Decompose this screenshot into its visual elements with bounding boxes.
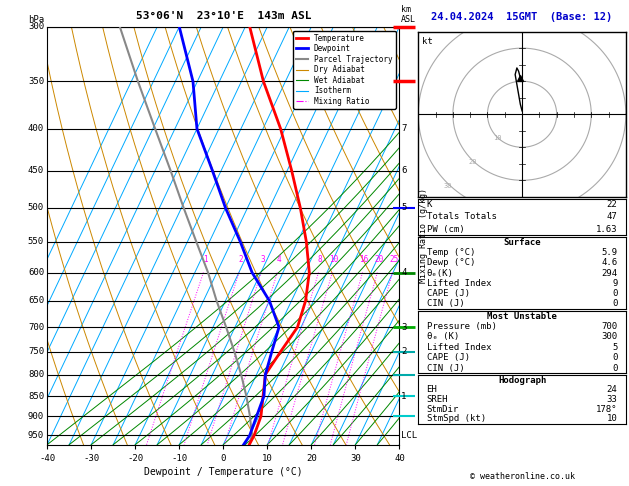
Text: Dewp (°C): Dewp (°C)	[426, 259, 475, 267]
Text: 300: 300	[601, 332, 618, 342]
Text: CAPE (J): CAPE (J)	[426, 353, 470, 362]
Text: 550: 550	[28, 237, 44, 246]
X-axis label: Dewpoint / Temperature (°C): Dewpoint / Temperature (°C)	[144, 467, 303, 477]
Text: 700: 700	[28, 323, 44, 331]
Text: 5.9: 5.9	[601, 248, 618, 257]
Text: 6: 6	[401, 166, 407, 175]
Text: Surface: Surface	[503, 238, 541, 247]
Text: CIN (J): CIN (J)	[426, 299, 464, 309]
Text: Mixing Ratio (g/kg): Mixing Ratio (g/kg)	[419, 188, 428, 283]
Text: 400: 400	[28, 124, 44, 133]
Text: 5: 5	[612, 343, 618, 352]
Text: 53°06'N  23°10'E  143m ASL: 53°06'N 23°10'E 143m ASL	[135, 11, 311, 21]
Text: 178°: 178°	[596, 405, 618, 414]
Text: 800: 800	[28, 370, 44, 379]
Text: 2: 2	[401, 347, 407, 356]
Text: CAPE (J): CAPE (J)	[426, 289, 470, 298]
Text: 16: 16	[360, 256, 369, 264]
Text: 450: 450	[28, 166, 44, 175]
Text: 5: 5	[401, 203, 407, 212]
Text: 10: 10	[607, 415, 618, 423]
Text: Totals Totals: Totals Totals	[426, 212, 496, 222]
Text: © weatheronline.co.uk: © weatheronline.co.uk	[470, 472, 574, 481]
Text: 22: 22	[607, 200, 618, 209]
Text: Lifted Index: Lifted Index	[426, 343, 491, 352]
Text: 2: 2	[238, 256, 243, 264]
Text: 600: 600	[28, 268, 44, 277]
Text: StmSpd (kt): StmSpd (kt)	[426, 415, 486, 423]
Text: 1: 1	[203, 256, 208, 264]
Text: EH: EH	[426, 385, 437, 394]
Text: 0: 0	[612, 353, 618, 362]
Text: θₑ(K): θₑ(K)	[426, 269, 454, 278]
Text: K: K	[426, 200, 432, 209]
Text: 900: 900	[28, 412, 44, 421]
Text: 294: 294	[601, 269, 618, 278]
Text: 7: 7	[401, 124, 407, 133]
Text: 3: 3	[260, 256, 265, 264]
Legend: Temperature, Dewpoint, Parcel Trajectory, Dry Adiabat, Wet Adiabat, Isotherm, Mi: Temperature, Dewpoint, Parcel Trajectory…	[293, 31, 396, 109]
Text: Lifted Index: Lifted Index	[426, 279, 491, 288]
Text: 1: 1	[401, 392, 407, 400]
Text: Hodograph: Hodograph	[498, 376, 546, 384]
Text: 350: 350	[28, 77, 44, 86]
Text: 24.04.2024  15GMT  (Base: 12): 24.04.2024 15GMT (Base: 12)	[431, 12, 613, 22]
Text: 10: 10	[493, 135, 501, 141]
Text: 850: 850	[28, 392, 44, 400]
Text: 33: 33	[607, 395, 618, 404]
Text: 0: 0	[612, 289, 618, 298]
Text: 30: 30	[443, 183, 452, 189]
Text: 4.6: 4.6	[601, 259, 618, 267]
Text: kt: kt	[423, 36, 433, 46]
Text: 25: 25	[389, 256, 399, 264]
Text: 10: 10	[330, 256, 338, 264]
Text: SREH: SREH	[426, 395, 448, 404]
Text: 0: 0	[612, 364, 618, 373]
Text: 47: 47	[607, 212, 618, 222]
Text: 4: 4	[277, 256, 282, 264]
Text: PW (cm): PW (cm)	[426, 225, 464, 234]
Text: 650: 650	[28, 296, 44, 305]
Text: Temp (°C): Temp (°C)	[426, 248, 475, 257]
Text: LCL: LCL	[401, 431, 418, 440]
Text: 700: 700	[601, 322, 618, 331]
Text: 0: 0	[612, 299, 618, 309]
Text: km
ASL: km ASL	[401, 5, 416, 24]
Text: CIN (J): CIN (J)	[426, 364, 464, 373]
Text: 500: 500	[28, 203, 44, 212]
Text: 950: 950	[28, 431, 44, 440]
Text: 750: 750	[28, 347, 44, 356]
Text: 4: 4	[401, 268, 407, 277]
Text: 20: 20	[468, 159, 477, 165]
Text: θₑ (K): θₑ (K)	[426, 332, 459, 342]
Text: 3: 3	[401, 323, 407, 331]
Text: 9: 9	[612, 279, 618, 288]
Text: Pressure (mb): Pressure (mb)	[426, 322, 496, 331]
Text: StmDir: StmDir	[426, 405, 459, 414]
Text: 24: 24	[607, 385, 618, 394]
Text: 300: 300	[28, 22, 44, 31]
Text: 1.63: 1.63	[596, 225, 618, 234]
Text: 20: 20	[374, 256, 384, 264]
Text: 8: 8	[318, 256, 323, 264]
Text: Most Unstable: Most Unstable	[487, 312, 557, 321]
Text: hPa: hPa	[28, 15, 44, 24]
